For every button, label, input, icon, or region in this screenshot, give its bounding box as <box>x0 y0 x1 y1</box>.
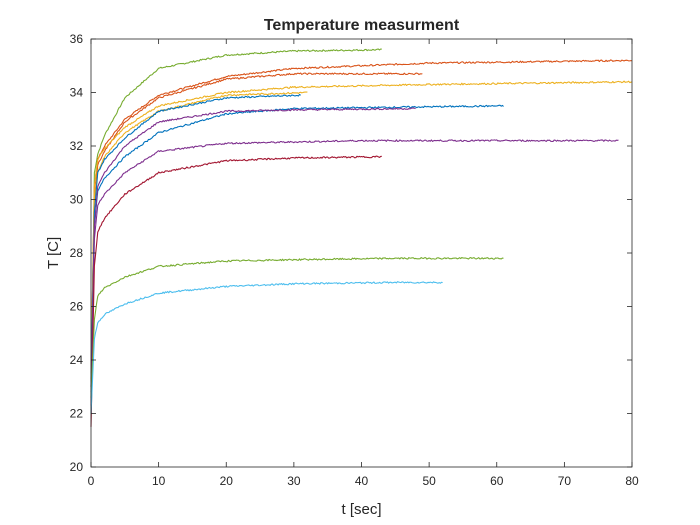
x-tick-label: 10 <box>152 474 166 488</box>
x-tick-label: 20 <box>220 474 234 488</box>
series-line-12 <box>90 281 443 414</box>
series-line-3 <box>90 72 423 387</box>
series-line-5 <box>90 91 308 382</box>
x-tick-label: 50 <box>422 474 436 488</box>
x-tick-label: 40 <box>355 474 369 488</box>
x-tick-label: 80 <box>625 474 639 488</box>
plot-area <box>91 39 632 467</box>
y-tick-label: 32 <box>70 139 84 153</box>
x-tick-label: 70 <box>558 474 572 488</box>
y-tick-label: 34 <box>70 86 84 100</box>
y-axis-label: T [C] <box>45 237 62 269</box>
tick-layer: 0 10 20 30 40 50 60 70 80 20 22 24 26 28 30 32 34 36 <box>70 32 639 488</box>
series-line-10 <box>90 155 382 427</box>
series-layer <box>90 48 633 427</box>
series-line-7 <box>90 104 504 393</box>
y-tick-label: 30 <box>70 193 84 207</box>
series-line-2 <box>90 59 633 379</box>
y-tick-label: 26 <box>70 300 84 314</box>
chart-title: Temperature measurment <box>264 17 460 34</box>
series-line-9 <box>90 139 619 406</box>
x-axis-label: t [sec] <box>341 501 381 518</box>
x-tick-label: 60 <box>490 474 504 488</box>
series-line-11 <box>90 257 504 398</box>
series-line-1 <box>90 48 382 414</box>
y-tick-label: 22 <box>70 407 84 421</box>
y-tick-label: 36 <box>70 32 84 46</box>
y-tick-label: 20 <box>70 460 84 474</box>
series-line-8 <box>90 107 416 398</box>
y-tick-label: 24 <box>70 353 84 367</box>
x-tick-label: 0 <box>88 474 95 488</box>
series-line-6 <box>90 93 301 387</box>
x-tick-label: 30 <box>287 474 301 488</box>
series-line-4 <box>90 80 633 374</box>
y-tick-label: 28 <box>70 246 84 260</box>
